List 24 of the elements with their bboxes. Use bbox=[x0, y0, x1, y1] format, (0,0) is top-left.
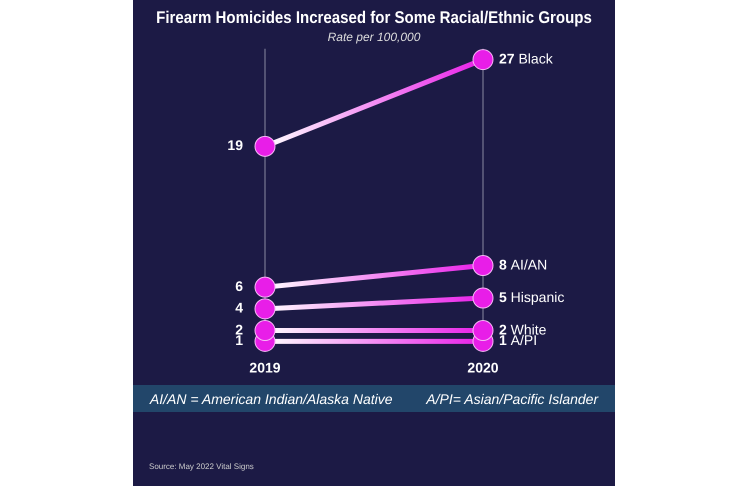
point bbox=[472, 49, 494, 70]
point bbox=[472, 288, 494, 309]
data-label: 5 bbox=[499, 288, 507, 305]
text: AI/AN = American Indian/Alaska Native bbox=[150, 390, 393, 406]
chart-title: Firearm Homicides Increased for Some Racial/Ethnic Groups bbox=[156, 8, 592, 28]
x-tick-label: 2019 bbox=[249, 359, 281, 376]
data-label: 6 bbox=[235, 278, 244, 294]
x-tick-label: 2020 bbox=[467, 359, 499, 376]
data-label: 4 bbox=[235, 300, 244, 316]
data-label: 19 bbox=[227, 137, 244, 154]
point bbox=[254, 298, 276, 320]
data-label: 27 bbox=[499, 50, 515, 66]
point bbox=[254, 276, 276, 298]
series-label: Hispanic bbox=[510, 288, 564, 305]
chart-subtitle: Rate per 100,000 bbox=[328, 30, 421, 44]
data-label: 8 bbox=[499, 256, 507, 272]
source-note: Source: May 2022 Vital Signs bbox=[149, 462, 254, 471]
point bbox=[254, 136, 276, 157]
point bbox=[254, 320, 276, 342]
point bbox=[472, 320, 494, 342]
point bbox=[472, 255, 494, 276]
series-label: Black bbox=[518, 50, 554, 66]
text: A/PI= Asian/Pacific Islander bbox=[426, 390, 598, 406]
series-label: AI/AN bbox=[510, 256, 548, 272]
